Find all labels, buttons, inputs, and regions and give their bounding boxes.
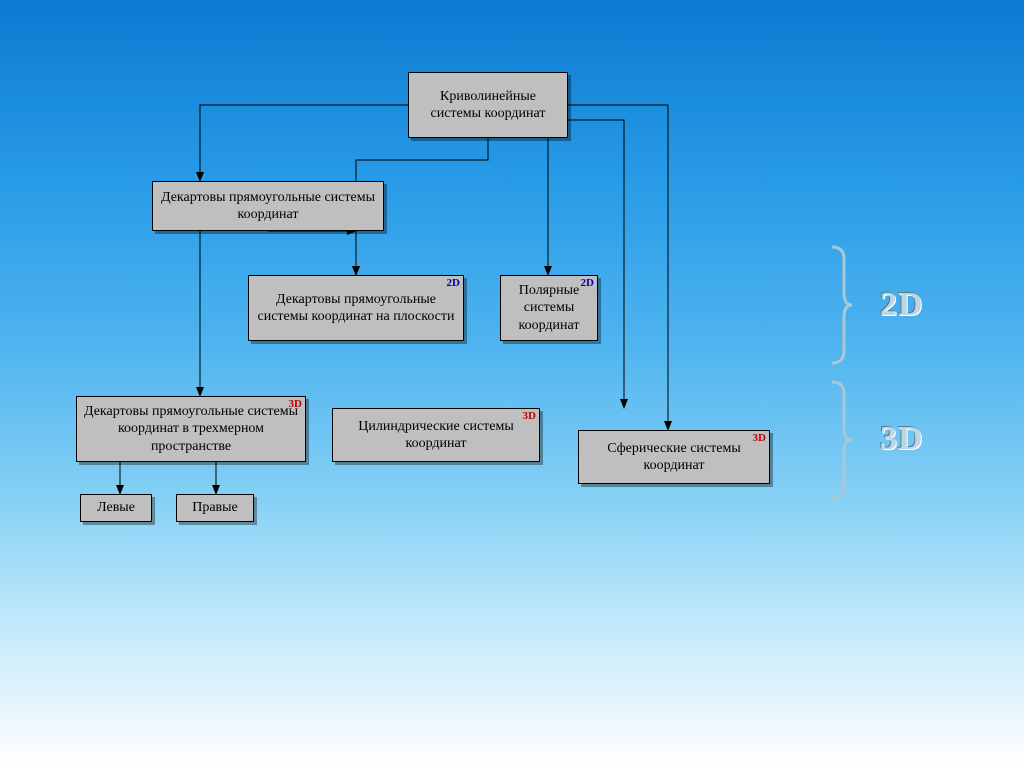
node-cartesian: Декартовы прямоугольные системы координа… — [152, 181, 384, 231]
brace-3d-icon — [830, 380, 854, 500]
node-cartesian-text: Декартовы прямоугольные системы координа… — [159, 189, 377, 224]
node-root-text: Криволинейные системы координат — [415, 88, 561, 123]
node-left: Левые — [80, 494, 152, 522]
node-spherical: 3D Сферические системы координат — [578, 430, 770, 484]
section-label-2d: 2D — [880, 286, 924, 324]
node-cart3d: 3D Декартовы прямоугольные системы коорд… — [76, 396, 306, 462]
node-cart3d-text: Декартовы прямоугольные системы координа… — [83, 403, 299, 456]
node-root: Криволинейные системы координат — [408, 72, 568, 138]
node-polar: 2D Полярные системы координат — [500, 275, 598, 341]
node-cylindrical: 3D Цилиндрические системы координат — [332, 408, 540, 462]
badge-3d: 3D — [753, 432, 766, 446]
badge-2d: 2D — [447, 277, 460, 291]
node-polar-text: Полярные системы координат — [507, 282, 591, 335]
node-cart2d-text: Декартовы прямоугольные системы координа… — [255, 291, 457, 326]
slide: Криволинейные системы координат Декартов… — [0, 0, 1024, 767]
node-cyl-text: Цилиндрические системы координат — [339, 418, 533, 453]
badge-3d: 3D — [523, 410, 536, 424]
brace-2d-icon — [830, 245, 854, 365]
node-right-text: Правые — [192, 499, 238, 517]
node-left-text: Левые — [97, 499, 135, 517]
node-sph-text: Сферические системы координат — [585, 440, 763, 475]
badge-2d: 2D — [581, 277, 594, 291]
section-label-3d: 3D — [880, 420, 924, 458]
badge-3d: 3D — [289, 398, 302, 412]
node-cart2d: 2D Декартовы прямоугольные системы коорд… — [248, 275, 464, 341]
node-right: Правые — [176, 494, 254, 522]
